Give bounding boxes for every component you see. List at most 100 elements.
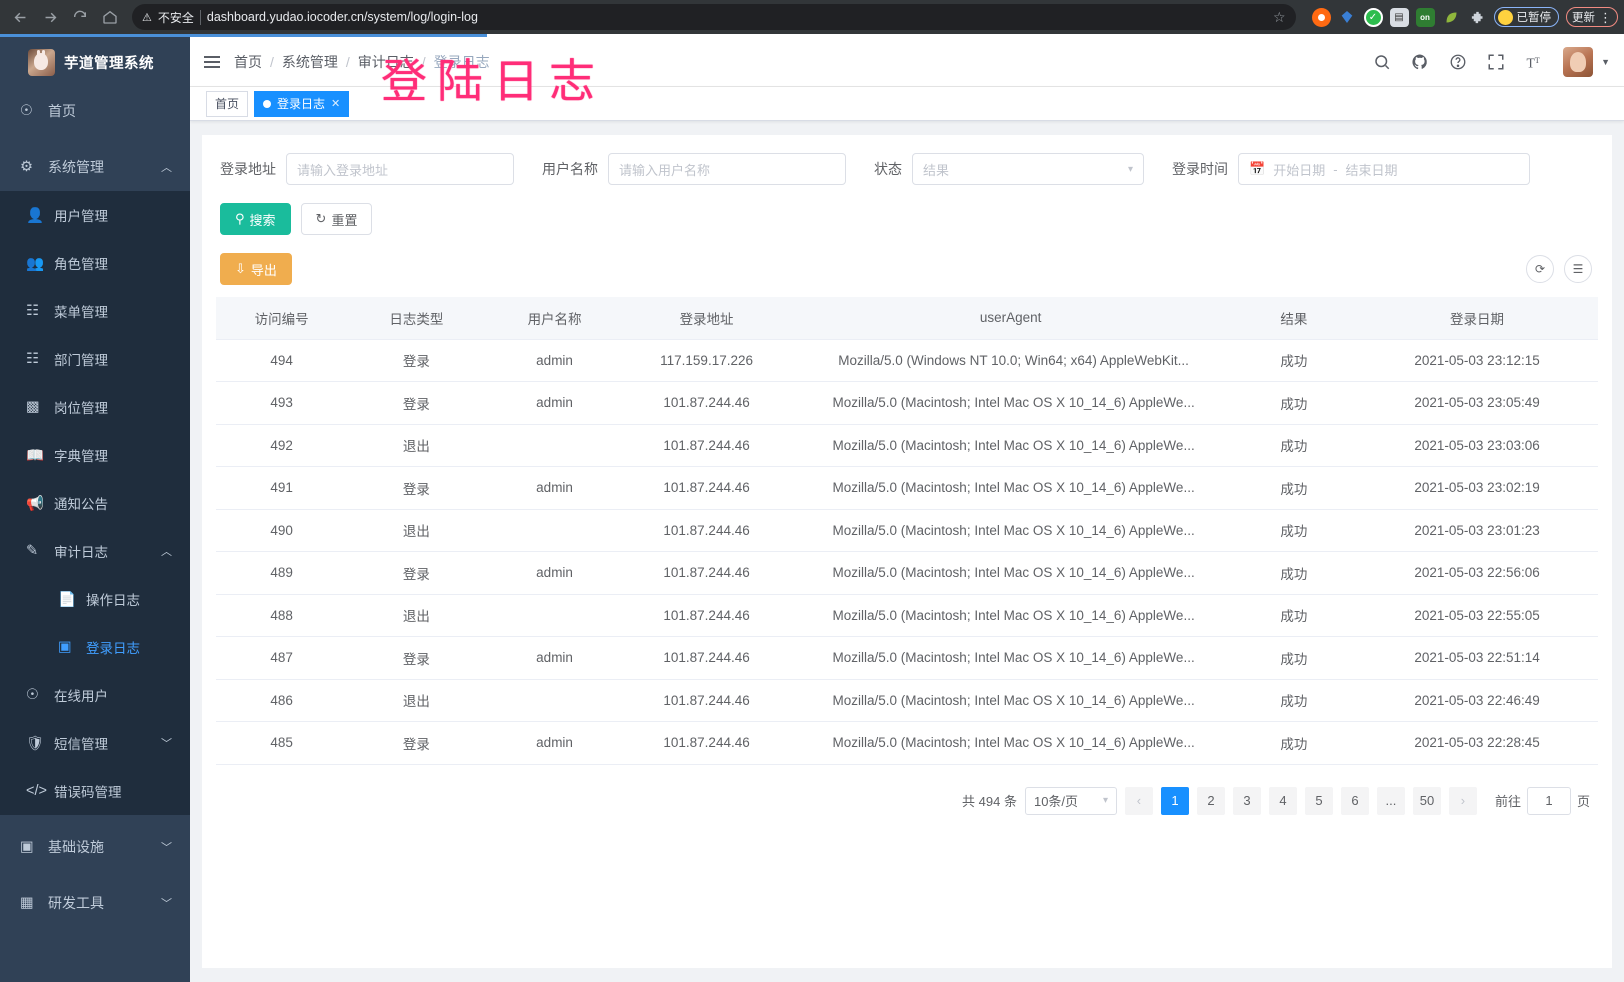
paused-badge[interactable]: 已暂停 bbox=[1493, 7, 1559, 27]
svg-text:T: T bbox=[1535, 55, 1540, 64]
breadcrumb-item-home[interactable]: 首页 bbox=[234, 53, 262, 70]
sidebar-item-home[interactable]: ☉ 首页 bbox=[0, 87, 190, 135]
search-button[interactable]: ⚲ 搜索 bbox=[220, 203, 291, 235]
refresh-circle-button[interactable]: ⟳ bbox=[1526, 255, 1554, 283]
sidebar-item-departments[interactable]: ☷ 部门管理 bbox=[0, 335, 190, 383]
home-icon[interactable] bbox=[96, 3, 124, 31]
sidebar-item-label: 登录日志 bbox=[86, 641, 140, 656]
table-cell-user: admin bbox=[485, 381, 624, 425]
leaf-extension-icon[interactable] bbox=[1442, 8, 1461, 27]
login-address-input[interactable]: 请输入登录地址 bbox=[286, 153, 514, 185]
search-icon[interactable] bbox=[1373, 53, 1391, 71]
column-settings-button[interactable]: ☰ bbox=[1564, 255, 1592, 283]
sidebar-item-system[interactable]: ⚙ 系统管理 ︿ bbox=[0, 143, 190, 191]
sidebar-item-infrastructure[interactable]: ▣ 基础设施 ﹀ bbox=[0, 823, 190, 871]
bookmark-star-icon[interactable]: ☆ bbox=[1272, 8, 1286, 25]
translate-extension-icon[interactable]: ▤ bbox=[1389, 7, 1409, 27]
fullscreen-icon[interactable] bbox=[1487, 53, 1505, 71]
update-badge[interactable]: 更新 ⋮ bbox=[1566, 7, 1618, 27]
table-cell-ua: Mozilla/5.0 (Macintosh; Intel Mac OS X 1… bbox=[789, 721, 1232, 765]
sidebar-item-roles[interactable]: 👥 角色管理 bbox=[0, 239, 190, 287]
filter-form: 登录地址 请输入登录地址 用户名称 请输入用户名称 状态 结果 ▾ bbox=[216, 151, 1598, 185]
table-row[interactable]: 494 登录 admin 117.159.17.226 Mozilla/5.0 (Win… bbox=[216, 339, 1598, 382]
prev-page-button[interactable]: ‹ bbox=[1124, 786, 1153, 815]
firefox-extension-icon[interactable] bbox=[1311, 7, 1331, 27]
sidebar-item-operation-log[interactable]: 📄 操作日志 bbox=[0, 575, 190, 623]
page-button-1[interactable]: 1 bbox=[1160, 786, 1189, 815]
sidebar-item-online-users[interactable]: ☉ 在线用户 bbox=[0, 671, 190, 719]
close-icon[interactable]: ✕ bbox=[331, 98, 341, 110]
chevron-down-icon[interactable]: ▼ bbox=[1601, 56, 1610, 67]
kebab-menu-icon[interactable]: ⋮ bbox=[1599, 9, 1612, 25]
chevron-down-icon: ﹀ bbox=[161, 738, 172, 750]
breadcrumb-item-system[interactable]: 系统管理 bbox=[281, 53, 338, 70]
status-select[interactable]: 结果 ▾ bbox=[912, 153, 1144, 185]
page-button-50[interactable]: 50 bbox=[1412, 786, 1441, 815]
sidebar-item-error-codes[interactable]: </> 错误码管理 bbox=[0, 767, 190, 815]
sidebar-logo[interactable]: 芋道管理系统 bbox=[0, 37, 190, 87]
table-row[interactable]: 485 登录 admin 101.87.244.46 Mozilla/5.0 (Maci… bbox=[216, 721, 1598, 765]
sidebar-item-sms[interactable]: 🛡 短信管理 ﹀ bbox=[0, 719, 190, 767]
page-button-4[interactable]: 4 bbox=[1268, 786, 1297, 815]
sidebar-item-dev-tools[interactable]: ▦ 研发工具 ﹀ bbox=[0, 879, 190, 927]
forward-arrow-icon[interactable] bbox=[36, 3, 64, 31]
onetab-extension-icon[interactable]: on bbox=[1415, 7, 1435, 27]
table-row[interactable]: 488 退出 101.87.244.46 Mozilla/5.0 (Macintosh… bbox=[216, 594, 1598, 637]
start-date-input[interactable]: 开始日期 bbox=[1273, 162, 1326, 178]
sidebar-item-notices[interactable]: 📢 通知公告 bbox=[0, 479, 190, 527]
table-row[interactable]: 492 退出 101.87.244.46 Mozilla/5.0 (Macintosh… bbox=[216, 424, 1598, 467]
table-row[interactable]: 493 登录 admin 101.87.244.46 Mozilla/5.0 (Maci… bbox=[216, 381, 1598, 425]
jump-suffix-label: 页 bbox=[1576, 794, 1590, 809]
next-page-button[interactable]: › bbox=[1448, 786, 1477, 815]
sidebar-item-menus[interactable]: ☷ 菜单管理 bbox=[0, 287, 190, 335]
filter-login-time: 登录时间 📅 开始日期 - 结束日期 bbox=[1172, 153, 1530, 185]
reset-button[interactable]: ↻ 重置 bbox=[300, 203, 373, 235]
login-time-range-picker[interactable]: 📅 开始日期 - 结束日期 bbox=[1238, 153, 1530, 185]
address-bar[interactable]: ⚠ 不安全 dashboard.yudao.iocoder.cn/system/… bbox=[132, 4, 1296, 30]
sidebar-item-audit-log[interactable]: ✎ 审计日志 ︿ bbox=[0, 527, 190, 575]
document-icon: 📄 bbox=[58, 591, 77, 608]
tab-login-log[interactable]: 登录日志 ✕ bbox=[254, 90, 350, 117]
wechat-extension-icon[interactable]: ✓ bbox=[1363, 7, 1383, 27]
page-button-3[interactable]: 3 bbox=[1232, 786, 1261, 815]
export-button[interactable]: ⇩ 导出 bbox=[220, 253, 292, 285]
table-row[interactable]: 486 退出 101.87.244.46 Mozilla/5.0 (Macintosh… bbox=[216, 679, 1598, 722]
sidebar-item-positions[interactable]: ▩ 岗位管理 bbox=[0, 383, 190, 431]
username-input[interactable]: 请输入用户名称 bbox=[608, 153, 846, 185]
jump-page-input[interactable]: 1 bbox=[1526, 786, 1571, 815]
page-button-2[interactable]: 2 bbox=[1196, 786, 1225, 815]
page-button-6[interactable]: 6 bbox=[1340, 786, 1369, 815]
table-row[interactable]: 489 登录 admin 101.87.244.46 Mozilla/5.0 (Maci… bbox=[216, 551, 1598, 595]
end-date-input[interactable]: 结束日期 bbox=[1345, 162, 1398, 178]
reload-icon[interactable] bbox=[66, 3, 94, 31]
sidebar-item-dictionary[interactable]: 📖 字典管理 bbox=[0, 431, 190, 479]
help-circle-icon[interactable] bbox=[1449, 53, 1467, 71]
svg-text:T: T bbox=[1527, 55, 1536, 70]
chevron-up-icon: ︿ bbox=[161, 546, 172, 558]
diamond-extension-icon[interactable] bbox=[1338, 8, 1357, 27]
sidebar-item-users[interactable]: 👤 用户管理 bbox=[0, 191, 190, 239]
tab-home[interactable]: 首页 bbox=[206, 90, 249, 117]
back-arrow-icon[interactable] bbox=[6, 3, 34, 31]
table-cell-ua: Mozilla/5.0 (Macintosh; Intel Mac OS X 1… bbox=[789, 381, 1232, 425]
avatar[interactable] bbox=[1563, 46, 1594, 77]
sidebar-item-login-log[interactable]: ▣ 登录日志 bbox=[0, 623, 190, 671]
table-cell-type: 登录 bbox=[347, 551, 486, 595]
breadcrumb-item-audit[interactable]: 审计日志 bbox=[357, 53, 414, 70]
online-user-icon: ☉ bbox=[26, 687, 39, 703]
page-size-select[interactable]: 10条/页 ▾ bbox=[1024, 786, 1117, 815]
table-row[interactable]: 491 登录 admin 101.87.244.46 Mozilla/5.0 (Maci… bbox=[216, 466, 1598, 510]
puzzle-extension-icon[interactable] bbox=[1468, 8, 1487, 27]
table-row[interactable]: 490 退出 101.87.244.46 Mozilla/5.0 (Macintosh… bbox=[216, 509, 1598, 552]
url-text: dashboard.yudao.iocoder.cn/system/log/lo… bbox=[206, 10, 478, 24]
table-row[interactable]: 487 登录 admin 101.87.244.46 Mozilla/5.0 (Maci… bbox=[216, 636, 1598, 680]
login-log-icon: ▣ bbox=[58, 639, 72, 655]
table-cell-id: 486 bbox=[216, 679, 348, 722]
page-button-5[interactable]: 5 bbox=[1304, 786, 1333, 815]
github-icon[interactable] bbox=[1411, 53, 1429, 71]
hamburger-icon[interactable] bbox=[190, 60, 234, 63]
page-ellipsis[interactable]: ... bbox=[1376, 786, 1405, 815]
